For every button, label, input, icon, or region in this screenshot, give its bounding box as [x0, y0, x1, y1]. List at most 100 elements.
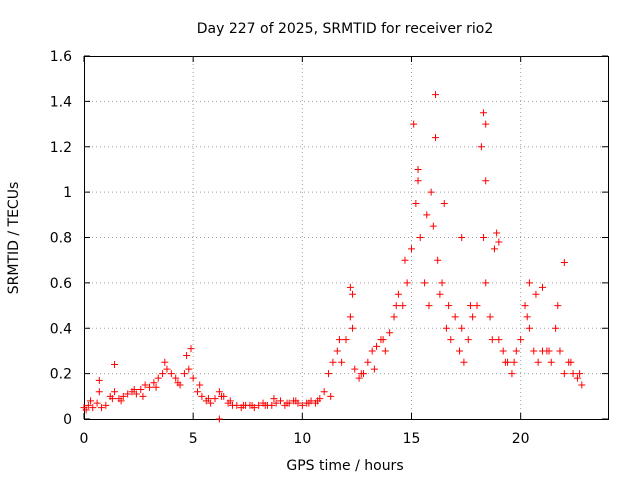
data-point: [283, 399, 291, 407]
data-point: [298, 401, 306, 409]
data-point: [390, 313, 398, 321]
data-point: [486, 313, 494, 321]
y-tick-label: 0.2: [50, 367, 72, 383]
x-axis-label: GPS time / hours: [286, 458, 403, 474]
data-point: [556, 347, 564, 355]
data-point: [292, 397, 300, 405]
data-point: [167, 370, 175, 378]
y-axis-label: SRMTID / TECUs: [6, 182, 22, 295]
data-point: [436, 290, 444, 298]
x-tick-label: 5: [189, 431, 198, 447]
data-point: [349, 290, 357, 298]
data-point: [218, 392, 226, 400]
data-point: [423, 211, 431, 219]
data-point: [373, 342, 381, 350]
data-point: [333, 347, 341, 355]
data-point: [480, 109, 488, 117]
y-tick-label: 0.4: [50, 321, 72, 337]
data-point: [554, 302, 562, 310]
data-point: [495, 336, 503, 344]
data-point: [357, 370, 365, 378]
data-point: [215, 415, 223, 423]
data-point: [146, 383, 153, 391]
data-point: [434, 256, 442, 264]
grid: [84, 56, 608, 419]
data-point: [349, 324, 357, 332]
data-point: [569, 370, 577, 378]
data-point: [447, 336, 455, 344]
x-tick-label: 10: [293, 431, 311, 447]
data-point: [255, 401, 263, 409]
data-point: [248, 401, 256, 409]
data-point: [539, 283, 546, 291]
data-point: [102, 401, 110, 409]
data-point: [499, 347, 507, 355]
data-point: [508, 370, 516, 378]
data-point: [442, 324, 450, 332]
data-point: [432, 134, 440, 142]
data-point: [560, 258, 568, 266]
data-point: [440, 199, 448, 207]
data-point: [161, 358, 169, 366]
data-point: [95, 376, 103, 384]
data-point: [532, 290, 540, 298]
data-point: [469, 313, 477, 321]
data-point: [421, 279, 429, 287]
data-point: [108, 395, 116, 403]
data-point: [346, 283, 354, 291]
data-point: [414, 165, 422, 173]
data-point: [525, 279, 533, 287]
data-point: [425, 302, 433, 310]
data-point: [438, 279, 446, 287]
data-point: [111, 361, 119, 369]
data-point: [414, 177, 422, 185]
data-point: [379, 336, 387, 344]
plot-frame: [84, 56, 609, 420]
data-point: [394, 290, 402, 298]
data-point: [89, 404, 97, 412]
data-point: [368, 347, 376, 355]
data-point: [154, 374, 162, 382]
y-tick-label: 1.6: [50, 49, 72, 65]
data-point: [327, 392, 335, 400]
y-tick-label: 0: [63, 412, 72, 428]
data-point: [408, 245, 415, 253]
data-point: [172, 374, 180, 382]
x-tick-label: 20: [512, 431, 530, 447]
data-point: [445, 302, 453, 310]
data-point: [117, 397, 125, 405]
data-point: [270, 395, 278, 403]
data-point: [578, 381, 586, 389]
data-point: [530, 347, 538, 355]
data-point: [456, 347, 464, 355]
data-point: [545, 347, 553, 355]
data-point: [510, 358, 518, 366]
x-tick-label: 15: [403, 431, 421, 447]
data-point: [320, 388, 328, 396]
data-point: [314, 397, 322, 405]
data-point: [517, 336, 525, 344]
data-point: [410, 120, 418, 128]
data-point: [185, 365, 193, 373]
data-point: [495, 238, 503, 246]
data-point: [482, 120, 490, 128]
data-point: [482, 279, 490, 287]
data-point: [432, 91, 440, 99]
data-point: [547, 358, 555, 366]
data-point: [211, 395, 219, 403]
data-point: [305, 399, 313, 407]
data-point: [576, 370, 584, 378]
data-point: [567, 358, 575, 366]
data-point: [111, 388, 119, 396]
data-point: [488, 336, 496, 344]
data-point: [401, 256, 409, 264]
data-point: [325, 370, 333, 378]
data-point: [150, 379, 158, 387]
data-point: [458, 234, 466, 241]
data-point: [338, 358, 346, 366]
data-point: [159, 370, 167, 378]
data-point: [189, 374, 197, 382]
data-point: [473, 302, 481, 310]
data-point: [95, 388, 103, 396]
data-point: [351, 365, 359, 373]
